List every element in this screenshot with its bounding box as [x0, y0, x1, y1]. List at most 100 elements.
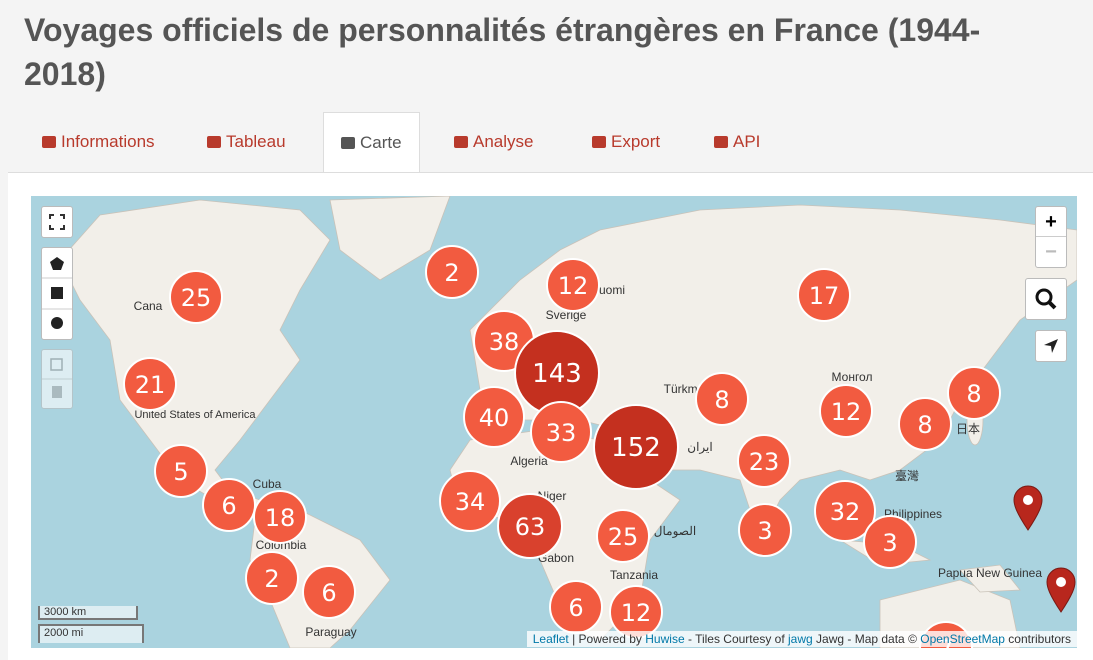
- tab-label: Carte: [360, 133, 402, 152]
- cluster[interactable]: [546, 258, 600, 312]
- cluster[interactable]: [253, 490, 307, 544]
- cluster-count: 2: [264, 565, 279, 593]
- link[interactable]: Leaflet: [532, 632, 569, 646]
- tab[interactable]: Informations: [42, 112, 155, 172]
- icon: [1044, 339, 1058, 353]
- zoom-control: + −: [1035, 206, 1067, 268]
- tab-icon: [454, 136, 468, 148]
- locate-button[interactable]: [1035, 330, 1067, 362]
- cluster-count: 8: [714, 386, 729, 414]
- tab[interactable]: Export: [592, 112, 660, 172]
- map-label: Algeria: [510, 454, 548, 468]
- edit-toolbar: [41, 349, 73, 409]
- link[interactable]: jawg: [788, 632, 813, 646]
- search-button[interactable]: [1025, 278, 1067, 320]
- cluster[interactable]: [202, 478, 256, 532]
- marker[interactable]: [1046, 567, 1076, 613]
- cluster[interactable]: [497, 493, 563, 559]
- cluster-count: 40: [479, 404, 510, 432]
- cluster-count: 6: [221, 492, 236, 520]
- cluster-count: 25: [181, 284, 212, 312]
- cluster-count: 12: [558, 272, 589, 300]
- page-title: Voyages officiels de personnalités étran…: [24, 12, 981, 92]
- icon: [42, 358, 72, 398]
- map-label: Colombia: [256, 538, 307, 552]
- cluster-count: 8: [966, 380, 981, 408]
- cluster-count: 17: [809, 282, 840, 310]
- fullscreen-button[interactable]: [41, 206, 73, 238]
- text: - Tiles Courtesy of: [684, 632, 788, 646]
- link[interactable]: OpenStreetMap: [920, 632, 1005, 646]
- icon: [1035, 288, 1057, 310]
- markers: [1013, 485, 1076, 613]
- cluster[interactable]: [439, 470, 501, 532]
- cluster[interactable]: [596, 509, 650, 563]
- cluster-count: 63: [515, 513, 546, 541]
- cluster-count: 12: [621, 599, 652, 627]
- tab-label: Informations: [61, 132, 155, 151]
- cluster-count: 143: [532, 359, 582, 389]
- cluster-count: 18: [265, 504, 296, 532]
- map-label: 臺灣: [895, 468, 919, 483]
- map-label: 日本: [956, 422, 980, 436]
- cluster[interactable]: [797, 268, 851, 322]
- text: | Powered by: [568, 632, 646, 646]
- cluster-count: 152: [611, 433, 661, 463]
- map-label: Cana: [134, 299, 163, 313]
- cluster-count: 32: [830, 498, 861, 526]
- cluster[interactable]: [738, 503, 792, 557]
- marker[interactable]: [1013, 485, 1043, 531]
- cluster[interactable]: [302, 565, 356, 619]
- zoom-in[interactable]: +: [1036, 207, 1066, 237]
- text: Jawg - Map data ©: [812, 632, 921, 646]
- cluster-count: 12: [831, 398, 862, 426]
- tab[interactable]: Carte: [323, 112, 420, 174]
- tab-label: Tableau: [226, 132, 286, 151]
- cluster[interactable]: [425, 245, 479, 299]
- map: Cana United States of America Cuba Colombia…: [31, 196, 1077, 648]
- cluster[interactable]: [530, 401, 592, 463]
- cluster-count: 5: [173, 458, 188, 486]
- cluster-count: 21: [135, 371, 166, 399]
- map-label: Papua New Guinea: [938, 566, 1042, 580]
- cluster[interactable]: [814, 480, 876, 542]
- map-label: Cuba: [253, 477, 282, 491]
- map-labels: Cana United States of America Cuba Colombia…: [134, 283, 1043, 639]
- map-label: Монгол: [832, 370, 873, 384]
- cluster[interactable]: [863, 515, 917, 569]
- cluster[interactable]: [463, 386, 525, 448]
- cluster[interactable]: [593, 404, 679, 490]
- tab-icon: [42, 136, 56, 148]
- cluster[interactable]: [245, 551, 299, 605]
- cluster[interactable]: [737, 434, 791, 488]
- tab[interactable]: Tableau: [207, 112, 286, 172]
- text: contributors: [1004, 632, 1071, 646]
- tabs: Informations Tableau Carte Analyse Export API: [8, 112, 1093, 174]
- marker-dot: [1056, 577, 1066, 587]
- cluster[interactable]: [819, 384, 873, 438]
- cluster[interactable]: [947, 366, 1001, 420]
- cluster[interactable]: [169, 270, 223, 324]
- cluster-count: 3: [757, 517, 772, 545]
- cluster-count: 2: [444, 259, 459, 287]
- zoom-out[interactable]: −: [1045, 241, 1057, 263]
- cluster[interactable]: [154, 444, 208, 498]
- link[interactable]: Huwise: [645, 632, 685, 646]
- tab[interactable]: API: [714, 112, 760, 172]
- map-label: Paraguay: [305, 625, 356, 639]
- tab-label: Export: [611, 132, 661, 151]
- map-label: الصومال: [654, 524, 696, 538]
- tab-icon: [592, 136, 606, 148]
- tab-label: Analyse: [473, 132, 534, 151]
- marker-dot: [1023, 495, 1033, 505]
- cluster-count: 25: [608, 523, 639, 551]
- tab[interactable]: Analyse: [454, 112, 533, 172]
- tab-icon: [341, 137, 355, 149]
- cluster[interactable]: [123, 357, 177, 411]
- map-label: Tanzania: [610, 568, 658, 582]
- cluster-count: 6: [321, 579, 336, 607]
- cluster[interactable]: [898, 397, 952, 451]
- map-label: Gabon: [538, 551, 574, 565]
- cluster[interactable]: [695, 372, 749, 426]
